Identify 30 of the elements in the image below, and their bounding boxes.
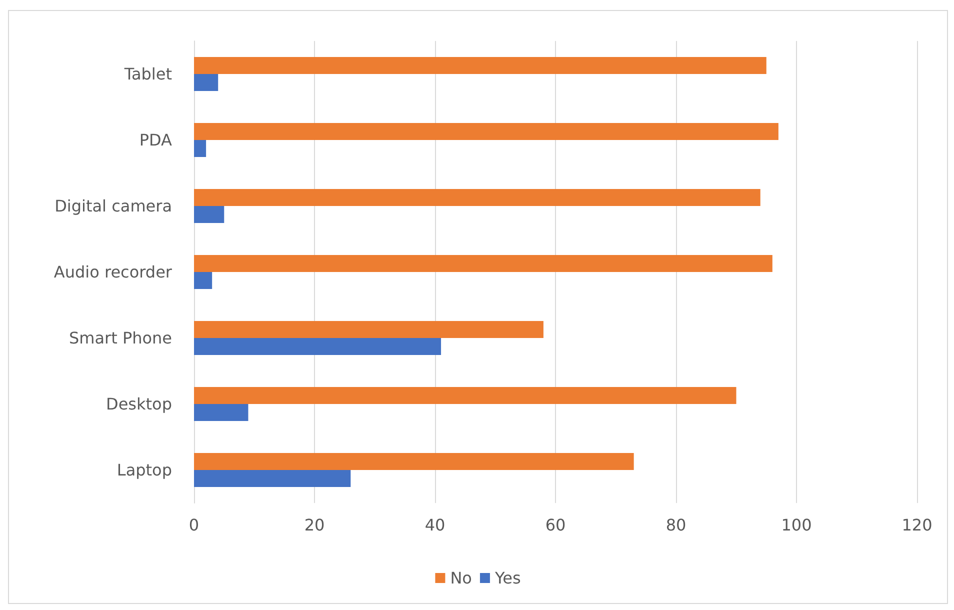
y-tick-label: PDA [139, 130, 172, 150]
bar [194, 321, 544, 338]
bar [194, 255, 772, 272]
y-tick-label: Digital camera [54, 196, 172, 216]
bar [194, 272, 212, 289]
y-tick-label: Desktop [106, 394, 172, 414]
bar [194, 57, 766, 74]
bar [194, 206, 224, 223]
legend-label: No [450, 568, 472, 588]
bar [194, 74, 218, 91]
bar [194, 123, 778, 140]
x-tick-label: 0 [188, 516, 200, 534]
bar [194, 453, 634, 470]
x-tick-label: 60 [545, 516, 566, 534]
bar [194, 140, 206, 157]
y-tick-label: Audio recorder [54, 262, 172, 282]
legend-label: Yes [494, 568, 521, 588]
bar [194, 404, 248, 421]
bar [194, 387, 736, 404]
bar [194, 470, 351, 487]
y-tick-label: Smart Phone [68, 328, 172, 348]
y-tick-label: Laptop [116, 460, 172, 480]
x-tick-label: 40 [424, 516, 446, 534]
x-tick-label: 20 [304, 516, 325, 534]
bar [194, 189, 760, 206]
y-tick-label: Tablet [123, 64, 172, 84]
x-tick-label: 120 [902, 516, 932, 534]
bar [194, 338, 442, 355]
x-tick-label: 100 [781, 516, 812, 534]
x-tick-label: 80 [666, 516, 686, 534]
